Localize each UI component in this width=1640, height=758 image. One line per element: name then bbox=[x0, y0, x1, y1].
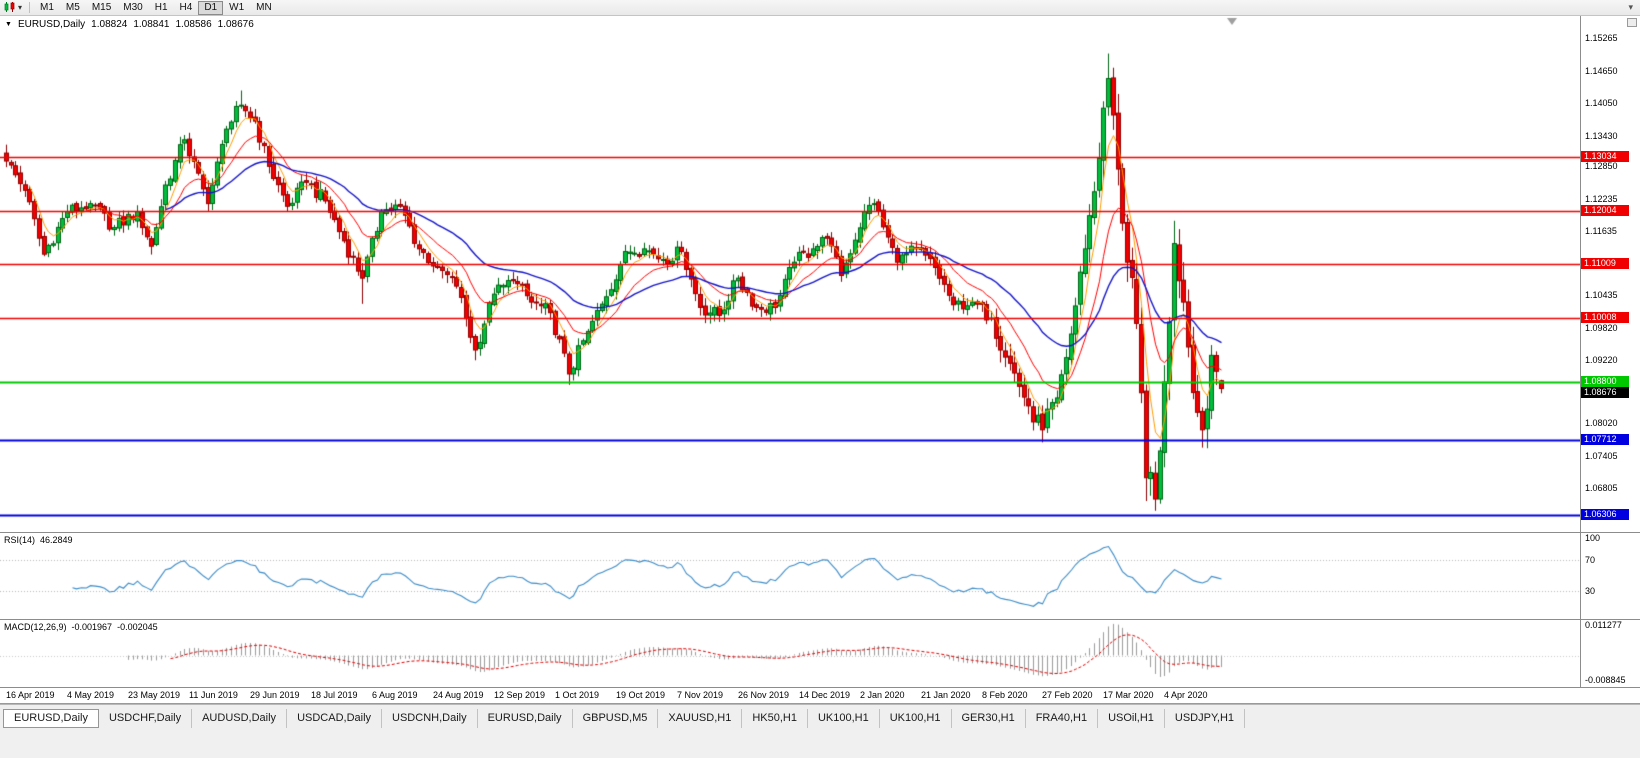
price-tick-label: 1.06805 bbox=[1585, 483, 1618, 493]
chart-tab-xauusd-h1[interactable]: XAUUSD,H1 bbox=[658, 708, 743, 728]
date-label: 23 May 2019 bbox=[128, 690, 181, 700]
chart-tab-usdcad-daily[interactable]: USDCAD,Daily bbox=[287, 708, 383, 728]
price-tick-label: 1.12850 bbox=[1585, 161, 1618, 171]
chart-tab-uk100-h1[interactable]: UK100,H1 bbox=[808, 708, 880, 728]
price-tick-label: 1.10435 bbox=[1585, 290, 1618, 300]
timeframe-button-m15[interactable]: M15 bbox=[86, 1, 117, 15]
price-tick-label: 1.07405 bbox=[1585, 451, 1618, 461]
date-label: 14 Dec 2019 bbox=[799, 690, 851, 700]
chart-tab-usoil-h1[interactable]: USOil,H1 bbox=[1098, 708, 1165, 728]
price-chart-canvas[interactable] bbox=[0, 16, 1580, 531]
timeframe-button-h1[interactable]: H1 bbox=[149, 1, 174, 15]
timeframe-button-m5[interactable]: M5 bbox=[60, 1, 86, 15]
chart-tab-uk100-h1[interactable]: UK100,H1 bbox=[880, 708, 952, 728]
candlestick-glyph bbox=[4, 2, 15, 12]
chart-tabs-bar: EURUSD,Daily USDCHF,Daily AUDUSD,Daily USDC… bbox=[0, 704, 1640, 730]
chart-type-icon[interactable] bbox=[4, 2, 16, 13]
rsi-tick-label: 100 bbox=[1585, 533, 1601, 543]
chart-restore-icon[interactable] bbox=[1627, 18, 1637, 27]
macd-canvas[interactable] bbox=[0, 620, 1580, 686]
hline-price-tag: 1.12004 bbox=[1581, 205, 1629, 216]
rsi-tick-label: 30 bbox=[1585, 586, 1596, 596]
rsi-scale[interactable]: 100 70 30 bbox=[1580, 533, 1640, 619]
chart-tab-eurusd-daily[interactable]: EURUSD,Daily bbox=[478, 708, 573, 728]
chart-tab-eurusd-daily[interactable]: EURUSD,Daily bbox=[3, 708, 99, 728]
timeframe-button-h4[interactable]: H4 bbox=[174, 1, 199, 15]
date-label: 7 Nov 2019 bbox=[677, 690, 724, 700]
hline-price-tag: 1.08800 bbox=[1581, 376, 1629, 387]
hline-price-tag: 1.07712 bbox=[1581, 434, 1629, 445]
chart-tab-audusd-daily[interactable]: AUDUSD,Daily bbox=[192, 708, 288, 728]
macd-scale[interactable]: 0.011277 -0.008845 bbox=[1580, 620, 1640, 687]
date-label: 1 Oct 2019 bbox=[555, 690, 600, 700]
hline-price-tag: 1.10008 bbox=[1581, 312, 1629, 323]
macd-pane: MACD(12,26,9) -0.001967 -0.002045 0.0112… bbox=[0, 620, 1640, 688]
date-label: 4 Apr 2020 bbox=[1164, 690, 1208, 700]
date-label: 17 Mar 2020 bbox=[1103, 690, 1154, 700]
toolbar-overflow-icon[interactable]: ▾ bbox=[1628, 2, 1633, 12]
rsi-tick-label: 70 bbox=[1585, 555, 1596, 565]
price-tick-label: 1.15265 bbox=[1585, 33, 1618, 43]
price-tick-label: 1.13430 bbox=[1585, 131, 1618, 141]
time-scale[interactable]: 16 Apr 2019 4 May 2019 23 May 2019 11 Jun 2… bbox=[0, 688, 1640, 704]
date-label: 8 Feb 2020 bbox=[982, 690, 1028, 700]
date-label: 6 Aug 2019 bbox=[372, 690, 418, 700]
timeframe-button-d1[interactable]: D1 bbox=[198, 0, 224, 15]
price-tick-label: 1.09820 bbox=[1585, 323, 1618, 333]
rsi-canvas[interactable] bbox=[0, 533, 1580, 618]
price-chart-pane: ▼ EURUSD,Daily 1.08824 1.08841 1.08586 1… bbox=[0, 16, 1640, 533]
timeframe-toolbar: ▾ M1 M5 M15 M30 H1 H4 D1 W1 MN ▾ bbox=[0, 0, 1640, 16]
date-label: 16 Apr 2019 bbox=[6, 690, 55, 700]
date-label: 4 May 2019 bbox=[67, 690, 115, 700]
chart-window: ▼ EURUSD,Daily 1.08824 1.08841 1.08586 1… bbox=[0, 16, 1640, 704]
price-tick-label: 1.14650 bbox=[1585, 66, 1618, 76]
price-scale[interactable]: 1.15265 1.14650 1.14050 1.13430 1.12850 1.122… bbox=[1580, 16, 1640, 532]
chart-tab-fra40-h1[interactable]: FRA40,H1 bbox=[1026, 708, 1099, 728]
timeframe-button-mn[interactable]: MN bbox=[250, 1, 278, 15]
date-label: 18 Jul 2019 bbox=[311, 690, 358, 700]
date-label: 19 Oct 2019 bbox=[616, 690, 666, 700]
macd-tick-label: 0.011277 bbox=[1585, 620, 1622, 630]
price-tick-label: 1.11635 bbox=[1585, 226, 1617, 236]
price-tick-label: 1.09220 bbox=[1585, 355, 1618, 365]
macd-tick-label: -0.008845 bbox=[1585, 675, 1626, 685]
date-label: 26 Nov 2019 bbox=[738, 690, 790, 700]
toolbar-separator bbox=[29, 2, 31, 13]
date-label: 29 Jun 2019 bbox=[250, 690, 300, 700]
date-label: 12 Sep 2019 bbox=[494, 690, 546, 700]
price-tick-label: 1.12235 bbox=[1585, 194, 1618, 204]
date-label: 27 Feb 2020 bbox=[1042, 690, 1093, 700]
rsi-pane: RSI(14) 46.2849 100 70 30 bbox=[0, 533, 1640, 620]
status-strip bbox=[0, 730, 1640, 758]
chart-tab-ger30-h1[interactable]: GER30,H1 bbox=[952, 708, 1026, 728]
hline-price-tag: 1.13034 bbox=[1581, 151, 1629, 162]
chart-tab-usdjpy-h1[interactable]: USDJPY,H1 bbox=[1165, 708, 1246, 728]
timeframe-button-m1[interactable]: M1 bbox=[34, 1, 60, 15]
chart-tab-usdchf-daily[interactable]: USDCHF,Daily bbox=[99, 708, 193, 728]
date-label: 11 Jun 2019 bbox=[189, 690, 238, 700]
chart-tab-gbpusd-m5[interactable]: GBPUSD,M5 bbox=[573, 708, 659, 728]
date-label: 2 Jan 2020 bbox=[860, 690, 905, 700]
timeframe-buttons: M1 M5 M15 M30 H1 H4 D1 W1 MN bbox=[34, 0, 278, 15]
chart-tab-hk50-h1[interactable]: HK50,H1 bbox=[742, 708, 808, 728]
date-label: 24 Aug 2019 bbox=[433, 690, 484, 700]
chart-menu-caret-icon[interactable]: ▾ bbox=[18, 3, 23, 12]
hline-price-tag: 1.06306 bbox=[1581, 509, 1629, 520]
date-label: 21 Jan 2020 bbox=[921, 690, 971, 700]
timeframe-button-m30[interactable]: M30 bbox=[117, 1, 148, 15]
chart-tab-usdcnh-daily[interactable]: USDCNH,Daily bbox=[382, 708, 478, 728]
current-price-tag: 1.08676 bbox=[1581, 387, 1629, 398]
timeframe-button-w1[interactable]: W1 bbox=[223, 1, 250, 15]
price-tick-label: 1.14050 bbox=[1585, 98, 1618, 108]
hline-price-tag: 1.11009 bbox=[1581, 258, 1629, 269]
price-tick-label: 1.08020 bbox=[1585, 418, 1618, 428]
